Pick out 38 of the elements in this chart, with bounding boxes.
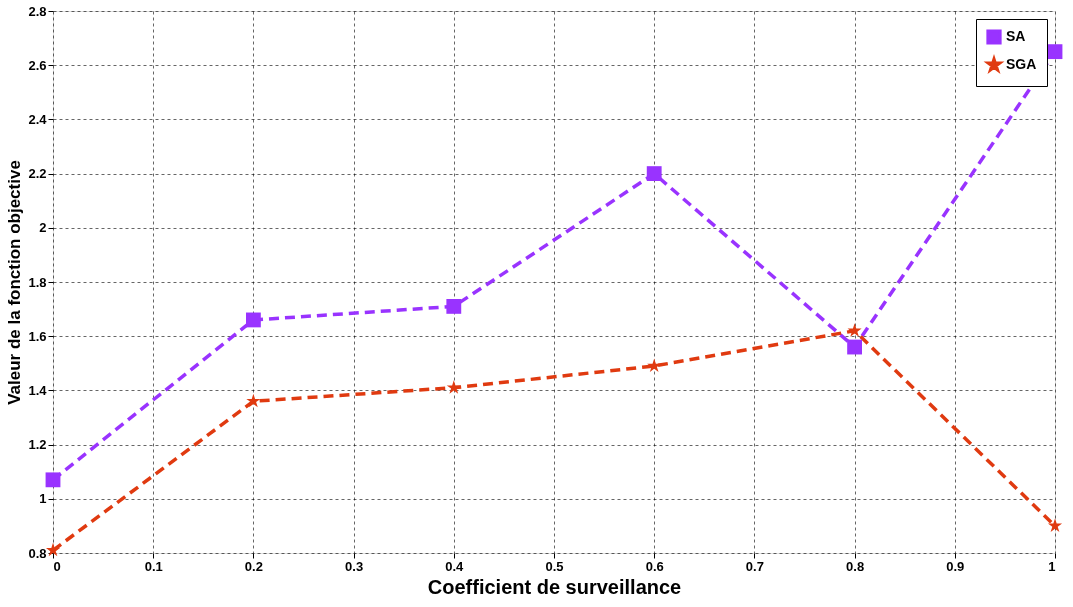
legend-label: SGA <box>1006 56 1037 72</box>
x-tick-label: 0.4 <box>445 558 465 574</box>
x-tick-label: 0.5 <box>545 558 564 574</box>
point <box>847 339 863 355</box>
point <box>446 298 462 314</box>
y-tick-label: 1.8 <box>28 274 47 290</box>
y-axis-title: Valeur de la fonction objective <box>5 160 25 405</box>
y-tick-label: 0.8 <box>28 545 47 561</box>
y-tick-label: 1.2 <box>28 437 47 453</box>
y-tick-label: 2.6 <box>28 57 47 73</box>
x-tick-label: 0.6 <box>645 558 664 574</box>
point <box>245 312 261 328</box>
point <box>646 166 662 182</box>
point <box>446 380 461 394</box>
y-tick-label: 1.6 <box>28 328 47 344</box>
x-tick-label: 0.2 <box>244 558 263 574</box>
point <box>45 542 61 557</box>
point <box>847 323 862 337</box>
y-tick-label: 1.4 <box>28 382 48 398</box>
x-tick-label: 0.8 <box>846 558 865 574</box>
point <box>45 472 61 488</box>
x-axis-title: Coefficient de surveillance <box>427 575 682 598</box>
x-tick-label: 0 <box>53 558 61 574</box>
legend-label: SA <box>1006 28 1026 44</box>
y-tick-label: 2.8 <box>28 3 47 19</box>
point <box>246 393 261 408</box>
point <box>1047 518 1063 532</box>
x-tick-label: 0.1 <box>144 558 163 574</box>
point <box>1047 44 1063 60</box>
x-tick-label: 0.9 <box>946 558 965 574</box>
x-tick-label: 1 <box>1048 558 1056 574</box>
y-tick-label: 2.4 <box>28 111 48 127</box>
point <box>647 358 662 373</box>
y-tick-label: 2 <box>39 220 47 236</box>
x-tick-label: 0.7 <box>745 558 764 574</box>
x-tick-label: 0.3 <box>345 558 364 574</box>
y-tick-label: 2.2 <box>28 166 47 182</box>
y-tick-label: 1 <box>39 491 47 507</box>
